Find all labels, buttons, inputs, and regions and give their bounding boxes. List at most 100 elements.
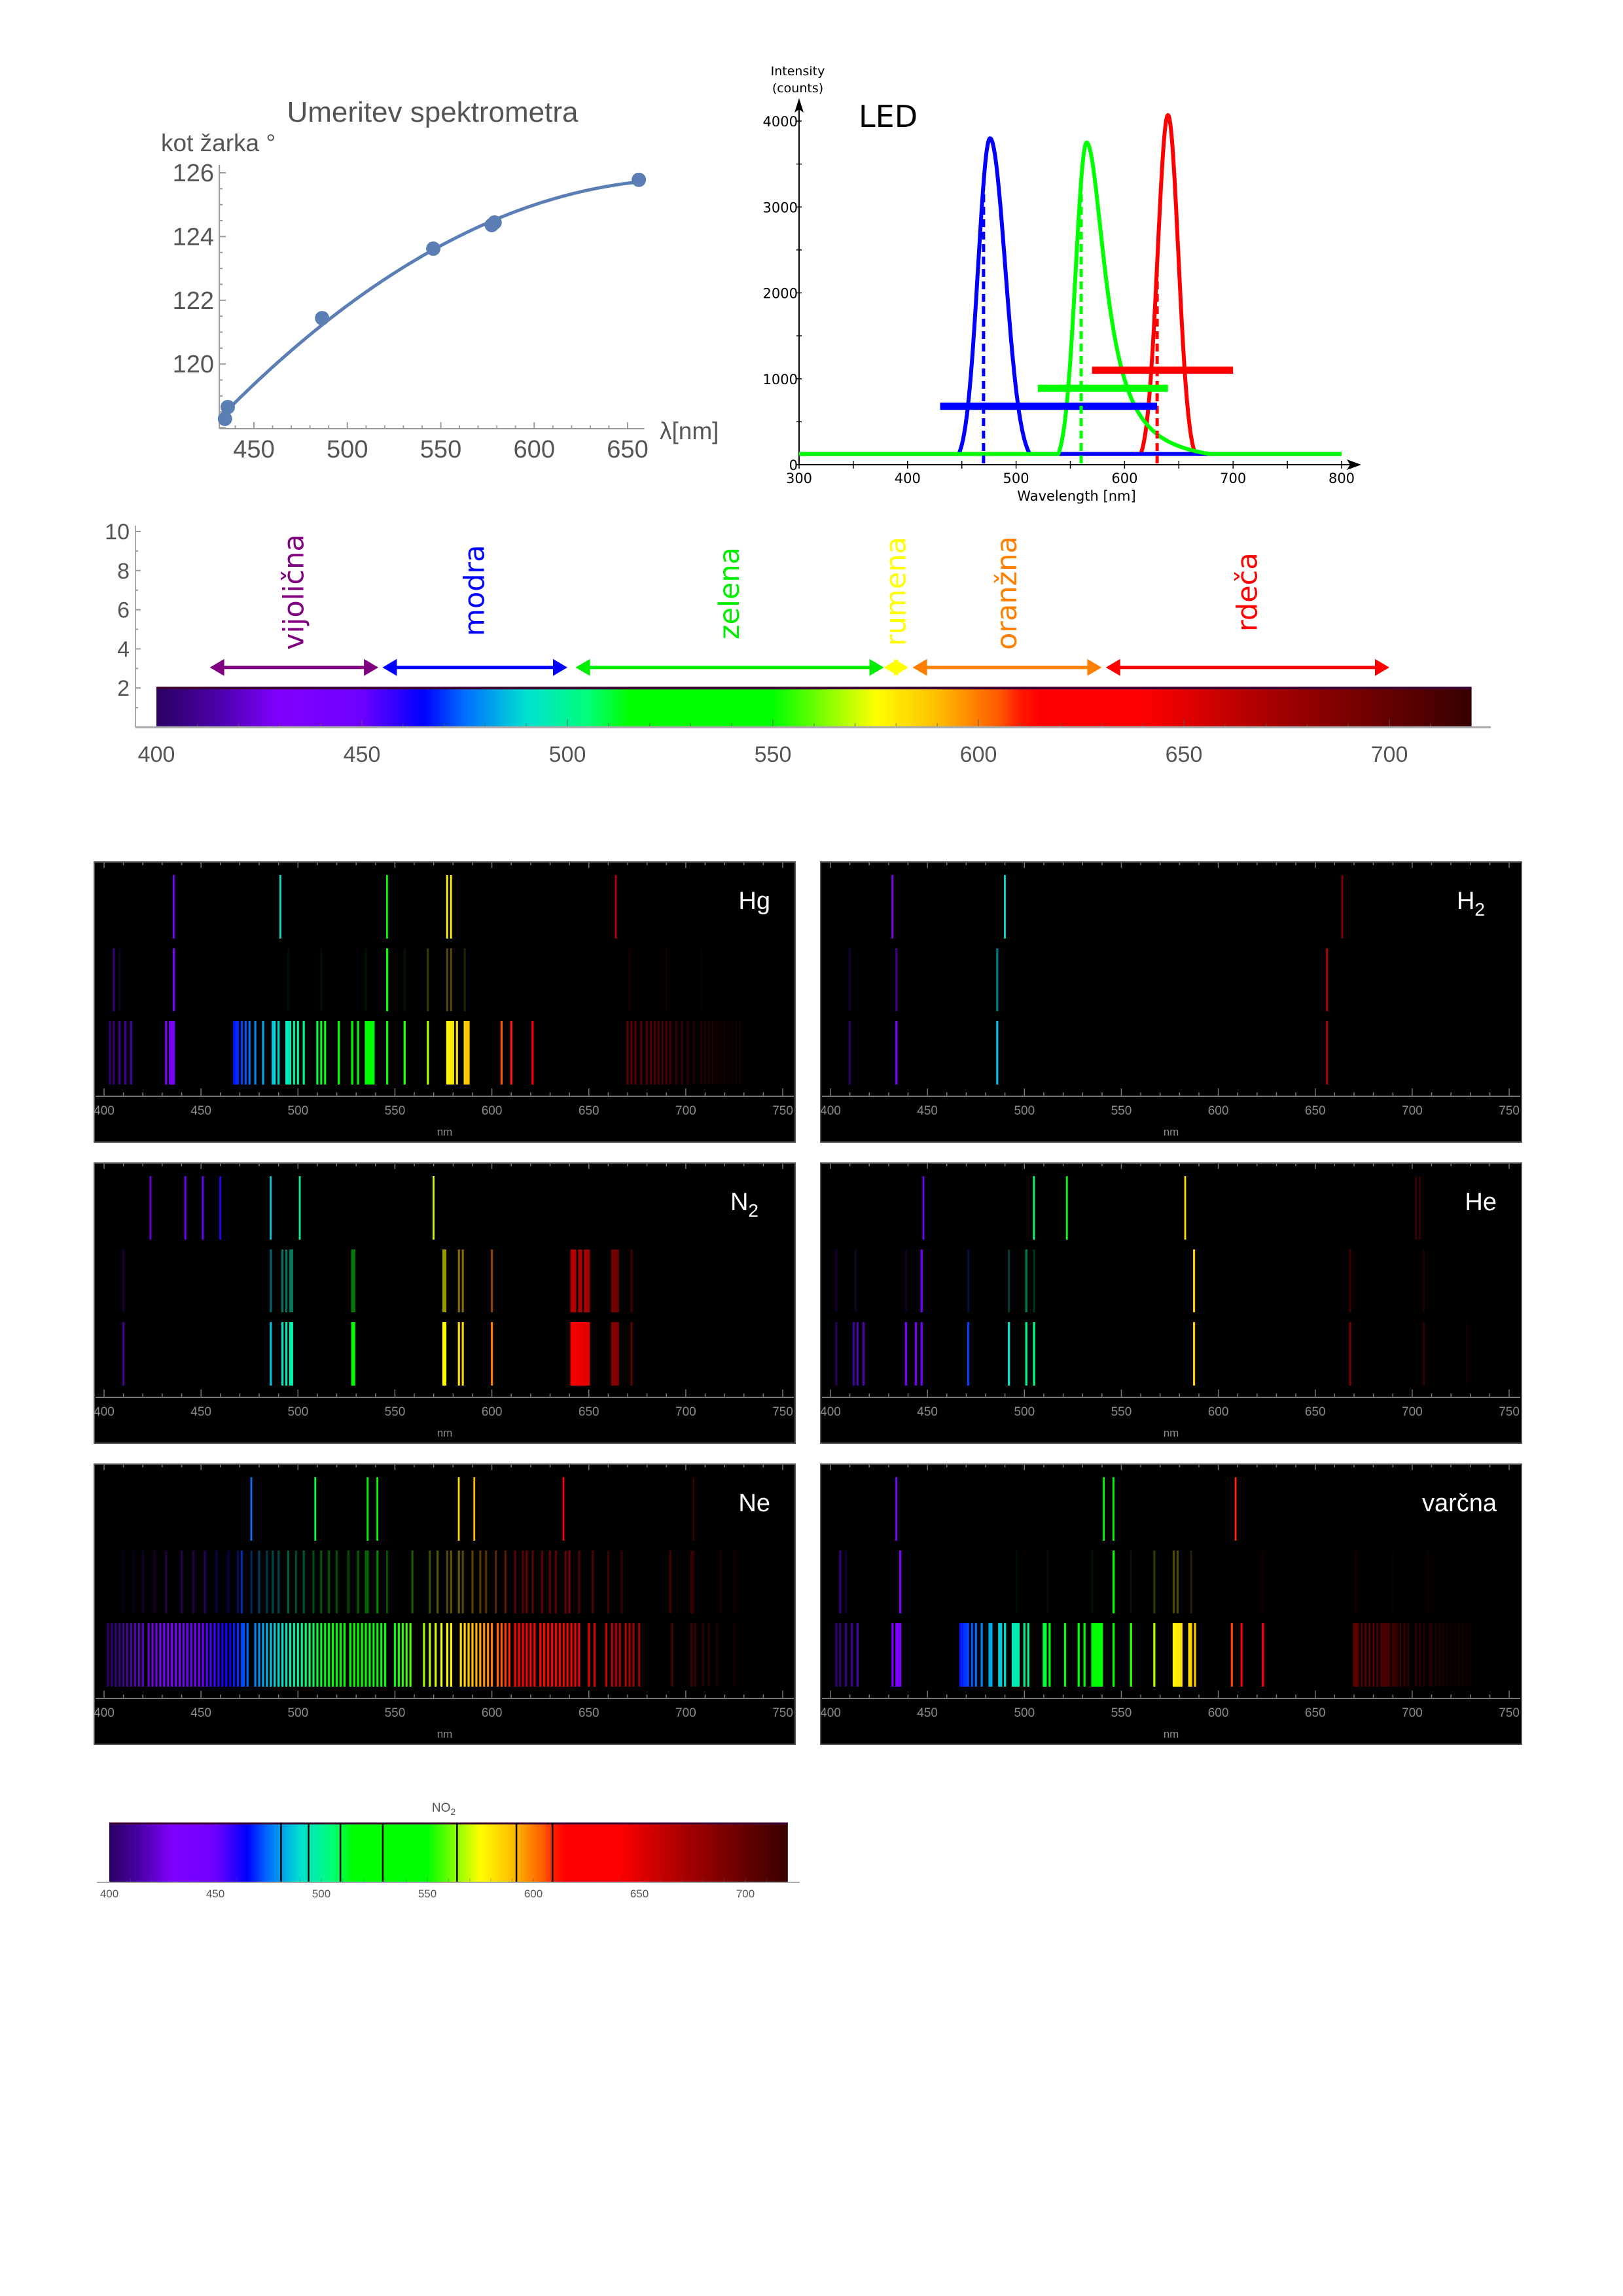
x-tick-label: 400 [820,1104,841,1118]
spectral-line [692,1477,694,1541]
spectral-line [850,1623,853,1687]
spectral-line [615,1322,617,1386]
measured-lines-row [849,948,1329,1011]
spectral-line [839,1551,842,1613]
y-axis-label: (counts) [772,81,823,96]
spectral-line [526,1551,528,1613]
spectral-line [1103,1477,1105,1541]
x-tick-label: 650 [1305,1706,1326,1720]
spectral-line [1033,1249,1035,1312]
data-point [632,172,647,187]
spectral-line [365,1021,367,1085]
spectral-line [287,1551,290,1613]
spectral-line [353,1249,355,1312]
spectral-line [711,1021,714,1085]
spectral-line [974,1623,977,1687]
no2-absorption-chart: 400 450 500 550 600 650 700 NO2 [97,1801,800,1900]
spectral-line [669,1551,671,1613]
spectral-line [852,1322,855,1386]
spectral-line [1415,1176,1418,1240]
chart-title: LED [859,99,918,134]
spectral-line [522,1551,524,1613]
spectral-line [690,1623,693,1687]
spectral-line [1262,1623,1264,1687]
spectral-line [531,1021,534,1085]
spectral-line [835,1623,838,1687]
spectral-line [634,1021,637,1085]
spectral-line [616,1249,619,1312]
spectral-line [1180,1623,1183,1687]
spectral-line [646,1021,649,1085]
spectral-line [353,1623,355,1687]
spectral-line [496,1623,499,1687]
spectral-line [244,1021,247,1085]
spectral-line [473,1477,476,1541]
spectral-line [159,1623,162,1687]
spectral-line [1007,1249,1010,1312]
spectral-line [1178,1623,1181,1687]
x-tick-label: 700 [675,1405,696,1419]
x-tick-label: 500 [1014,1706,1035,1720]
spectral-line [500,1623,503,1687]
spectral-line [254,1021,257,1085]
spectral-line [588,1322,590,1386]
x-tick-label: 400 [100,1888,118,1900]
element-label-subscript: 2 [748,1200,758,1221]
spectral-line [427,948,429,1011]
spectral-line [996,948,999,1011]
calibration-chart: 450 500 550 600 650 120 122 124 126 Umeritev spek… [161,96,719,463]
spectral-line [221,1623,224,1687]
fit-curve [218,179,644,420]
spectral-line [357,1623,359,1687]
spectral-line [1415,1623,1418,1687]
spectral-line [296,1623,299,1687]
range-arrow [912,658,1102,676]
spectral-line [393,1623,397,1687]
spectral-line [1395,1623,1398,1687]
y-tick-label: 8 [117,559,130,584]
element-label-text: H [1457,888,1474,915]
spectral-line [570,1249,573,1312]
spectral-line [1184,1176,1186,1240]
spectral-line [353,1322,355,1386]
spectral-line [638,1623,641,1687]
spectral-line [173,1021,175,1085]
x-tick-label: 600 [1208,1405,1229,1419]
spectral-line [272,1021,274,1085]
spectral-line [281,1249,284,1312]
spectral-line [437,1551,439,1613]
reference-lines-row [250,1477,694,1541]
spectral-line [450,875,452,939]
x-tick-label: 400 [94,1104,115,1118]
arrow-right-icon [553,658,567,676]
spectral-line [294,1551,297,1613]
spectral-line [403,948,406,1011]
spectral-line [236,1623,240,1687]
spectral-line [845,1623,847,1687]
spectral-line [990,1623,993,1687]
spectral-line [448,1021,451,1085]
arrow-right-icon [869,658,884,676]
spectral-line [365,1551,367,1613]
spectral-line [891,875,894,939]
spectral-line [213,1623,216,1687]
spectral-line [250,1551,253,1613]
spectral-line [217,1623,220,1687]
spectral-line [475,1623,478,1687]
spectral-line [165,1551,168,1613]
spectral-line [920,1249,923,1312]
spectral-line [270,1249,272,1312]
y-tick-label: 1000 [763,372,798,387]
reference-lines-row [895,1477,1237,1541]
emission-spectra-panels: 400 450 500 550 600 650 700 750 nm Hg 400 450 500 550… [94,861,1522,1745]
spectral-line [450,948,452,1011]
spectral-line [1083,1623,1086,1687]
spectral-line [111,1623,113,1687]
spectral-line [554,1623,557,1687]
x-tick-label: 700 [1402,1104,1423,1118]
x-axis-label: nm [437,1126,453,1138]
spectral-line [1172,1551,1175,1613]
y-tick-label: 126 [173,160,214,187]
spectral-line [1043,1623,1045,1687]
x-tick-label: 500 [1014,1405,1035,1419]
